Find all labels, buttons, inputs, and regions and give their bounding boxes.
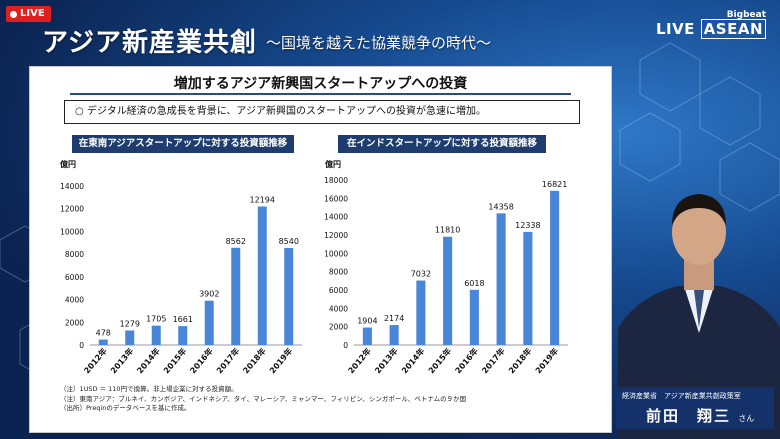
chart-2-bar: [416, 280, 426, 345]
chart-2-x-tick-label: 2017年: [480, 346, 507, 376]
chart-2-y-tick-label: 18000: [324, 176, 348, 185]
chart-2-x-tick-label: 2012年: [346, 346, 373, 376]
presenter-org: 経済産業省 アジア新産業共創政策室: [622, 392, 741, 400]
chart-1-data-label: 1279: [120, 319, 140, 328]
chart-1-data-label: 8540: [279, 237, 299, 246]
chart-1-title: 在東南アジアスタートアップに対する投資額推移: [72, 135, 294, 153]
chart-1-unit: 億円: [60, 160, 76, 169]
presenter-name: 前田 翔三 さん: [646, 405, 754, 426]
live-label: LIVE: [20, 8, 45, 19]
chart-2-data-label: 6018: [464, 279, 484, 288]
brand-top: Bigbeat: [726, 10, 766, 20]
slide-title: 増加するアジア新興国スタートアップへの投資: [173, 76, 468, 92]
chart-2-y-tick-label: 14000: [324, 213, 348, 222]
chart-1-bar: [231, 247, 241, 345]
chart-1-y-tick-label: 12000: [60, 205, 84, 214]
chart-2-data-label: 16821: [542, 180, 567, 189]
chart-1-y-tick-label: 4000: [65, 296, 84, 305]
chart-2-y-tick-label: 2000: [329, 323, 348, 332]
chart-2-y-tick-label: 0: [343, 341, 348, 350]
chart-1-bar: [98, 339, 108, 345]
chart-2-data-label: 2174: [384, 314, 404, 323]
chart-2-y-tick-label: 6000: [329, 286, 348, 295]
chart-1-data-label: 1705: [146, 315, 166, 324]
chart-2-bar: [523, 231, 533, 345]
chart-2-data-label: 1904: [357, 317, 377, 326]
chart-1-data-label: 1661: [173, 315, 193, 324]
chart-2-title: 在インドスタートアップに対する投資額推移: [338, 135, 546, 153]
chart-2-bar: [550, 190, 560, 345]
footnote: （出所）Preqinのデータベースを基に作成。: [60, 404, 191, 412]
page-title: アジア新産業共創: [42, 28, 257, 58]
presenter-nameplate: 経済産業省 アジア新産業共創政策室 前田 翔三 さん: [616, 387, 774, 429]
chart-1-y-tick-label: 2000: [65, 318, 84, 327]
chart-1-data-label: 12194: [250, 196, 275, 205]
chart-2-bar: [389, 325, 399, 345]
footnotes: （注）1USD ＝ 110円で換算。非上場企業に対する投資額。 （注）東南アジア…: [60, 385, 466, 414]
chart-1-data-label: 478: [96, 329, 111, 338]
chart-2-svg: 0 2000 4000 6000 8000 10000 12000 14000 16000 180…: [324, 176, 568, 376]
live-dot-icon: [10, 10, 17, 18]
chart-1-y-tick-label: 6000: [65, 273, 84, 282]
chart-2-x-tick-label: 2013年: [373, 346, 400, 376]
chart-2-x-tick-label: 2014年: [399, 346, 426, 376]
chart-2-data-label: 12338: [515, 221, 540, 230]
chart-2-y-tick-label: 16000: [324, 194, 348, 203]
brand-main: LIVE ASEAN: [655, 19, 766, 39]
brand-asean: ASEAN: [700, 19, 766, 39]
chart-2-x-tick-label: 2019年: [533, 346, 560, 376]
slide-lead: ○ デジタル経済の急成長を背景に、アジア新興国のスタートアップへの投資が急速に増…: [64, 100, 580, 124]
page-subtitle: ～国境を越えた協業競争の時代～: [266, 34, 492, 52]
chart-2-x-tick-label: 2018年: [506, 346, 533, 376]
chart-1-y-tick-label: 14000: [60, 182, 84, 191]
chart-1-bar: [178, 326, 188, 345]
chart-2-data-label: 7032: [411, 270, 431, 279]
chart-2-unit: 億円: [325, 160, 341, 169]
chart-2-data-label: 11810: [435, 226, 460, 235]
chart-1-bar: [151, 325, 161, 345]
presenter-honorific: さん: [738, 414, 755, 423]
footnote: （注）1USD ＝ 110円で換算。非上場企業に対する投資額。: [60, 385, 238, 393]
chart-1-y-tick-label: 10000: [60, 227, 84, 236]
chart-1-bar: [257, 206, 267, 345]
footnote: （注）東南アジア：ブルネイ、カンボジア、インドネシア、タイ、マレーシア、ミャンマ…: [60, 394, 467, 403]
chart-2-bar: [362, 327, 372, 345]
chart-2-y-tick-label: 10000: [324, 249, 348, 258]
presenter-name-text: 前田 翔三: [646, 407, 732, 425]
chart-2-y-tick-label: 4000: [329, 304, 348, 313]
brand-live: LIVE: [655, 20, 695, 38]
presentation-slide: 増加するアジア新興国スタートアップへの投資 ○ デジタル経済の急成長を背景に、ア…: [29, 66, 612, 433]
chart-2-bar: [469, 289, 479, 345]
chart-1-svg: 020004000600080001000012000140004782012年…: [60, 182, 302, 375]
chart-2-y-tick-label: 12000: [324, 231, 348, 240]
chart-2-y-tick-label: 8000: [329, 268, 348, 277]
chart-1-data-label: 3902: [199, 290, 219, 299]
chart-2-data-label: 14358: [488, 202, 513, 211]
chart-1-y-tick-label: 8000: [65, 250, 84, 259]
chart-2-bar: [443, 236, 453, 345]
brand-logo: Bigbeat LIVE ASEAN: [655, 10, 766, 39]
title-underline: [70, 93, 571, 95]
chart-2-x-tick-label: 2015年: [426, 346, 453, 376]
chart-1-bar: [204, 300, 214, 345]
live-badge: LIVE: [6, 6, 51, 22]
chart-1-bar: [125, 330, 135, 345]
chart-1-data-label: 8562: [226, 237, 246, 246]
chart-1-y-tick-label: 0: [79, 341, 84, 350]
chart-1-bar: [284, 248, 294, 345]
chart-2-bar: [496, 213, 506, 345]
chart-2-x-tick-label: 2016年: [453, 346, 480, 376]
